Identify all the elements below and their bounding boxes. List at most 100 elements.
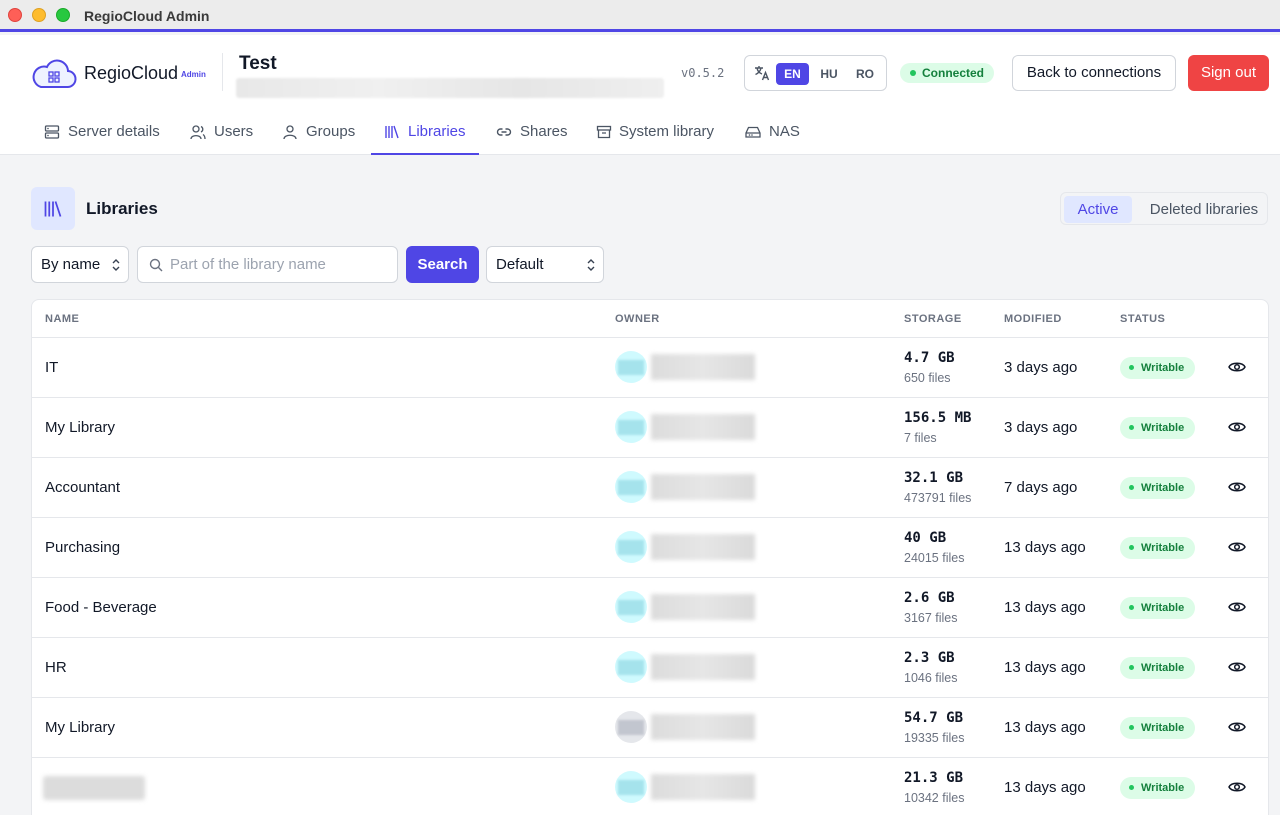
tab-label: System library — [619, 123, 715, 140]
language-ro-button[interactable]: RO — [856, 67, 874, 81]
table-row[interactable]: Purchasing 40 GB 24015 files 13 days ago… — [32, 518, 1268, 578]
storage-size: 32.1 GB — [904, 470, 964, 486]
maximize-window-button[interactable] — [56, 8, 70, 22]
tab-users[interactable]: Users — [190, 115, 260, 155]
library-icon — [44, 201, 62, 217]
owner-redacted — [651, 714, 755, 740]
status-badge: Writable — [1120, 477, 1195, 499]
tab-system-library[interactable]: System library — [596, 115, 722, 155]
libraries-table: NAME OWNER STORAGE MODIFIED STATUS IT 4.… — [31, 299, 1269, 815]
storage-size: 54.7 GB — [904, 710, 964, 726]
eye-icon[interactable] — [1228, 480, 1246, 494]
app-header: RegioCloud Admin Test v0.5.2 EN HU RO Co… — [0, 35, 1280, 155]
table-row[interactable]: IT 4.7 GB 650 files 3 days ago Writable — [32, 338, 1268, 398]
sign-out-button[interactable]: Sign out — [1188, 55, 1269, 91]
eye-icon[interactable] — [1228, 600, 1246, 614]
library-name: My Library — [45, 419, 116, 436]
owner-redacted — [651, 594, 755, 620]
table-row[interactable]: Accountant 32.1 GB 473791 files 7 days a… — [32, 458, 1268, 518]
tab-label: NAS — [769, 123, 800, 140]
library-name: My Library — [45, 719, 116, 736]
deleted-libraries-tab[interactable]: Deleted libraries — [1149, 201, 1259, 218]
library-name: Food - Beverage — [45, 599, 157, 616]
eye-icon[interactable] — [1228, 720, 1246, 734]
eye-icon[interactable] — [1228, 420, 1246, 434]
table-row[interactable]: HR 2.3 GB 1046 files 13 days ago Writabl… — [32, 638, 1268, 698]
minimize-window-button[interactable] — [32, 8, 46, 22]
status-badge: Writable — [1120, 657, 1195, 679]
tab-label: Users — [214, 123, 254, 140]
window-title: RegioCloud Admin — [84, 8, 210, 24]
modified-time: 13 days ago — [1004, 539, 1086, 556]
filter-field-select[interactable]: By name — [31, 246, 129, 283]
file-count: 1046 files — [904, 671, 958, 685]
modified-time: 3 days ago — [1004, 359, 1078, 376]
table-row[interactable]: My Library 54.7 GB 19335 files 13 days a… — [32, 698, 1268, 758]
table-row[interactable]: Food - Beverage 2.6 GB 3167 files 13 day… — [32, 578, 1268, 638]
library-name: IT — [45, 359, 59, 376]
storage-size: 21.3 GB — [904, 770, 964, 786]
close-window-button[interactable] — [8, 8, 22, 22]
drive-icon — [745, 126, 761, 138]
language-hu-button[interactable]: HU — [820, 67, 838, 81]
cloud-logo-icon — [32, 59, 77, 88]
status-badge: Writable — [1120, 417, 1195, 439]
file-count: 7 files — [904, 431, 937, 445]
avatar — [615, 591, 647, 623]
search-button[interactable]: Search — [406, 246, 479, 283]
back-to-connections-button[interactable]: Back to connections — [1012, 55, 1176, 91]
file-count: 24015 files — [904, 551, 965, 565]
tab-shares[interactable]: Shares — [496, 115, 576, 155]
active-libraries-tab[interactable]: Active — [1064, 196, 1132, 223]
column-header-owner: OWNER — [615, 313, 660, 325]
connection-status-badge: Connected — [900, 63, 995, 83]
tab-libraries[interactable]: Libraries — [371, 115, 479, 155]
search-icon — [149, 258, 163, 272]
owner-redacted — [651, 534, 755, 560]
language-switcher: EN HU RO — [744, 55, 887, 91]
storage-size: 2.3 GB — [904, 650, 955, 666]
brand-name: RegioCloud — [84, 63, 179, 83]
tab-label: Server details — [68, 123, 160, 140]
translate-icon — [755, 66, 770, 81]
eye-icon[interactable] — [1228, 540, 1246, 554]
status-badge: Writable — [1120, 777, 1195, 799]
column-header-status: STATUS — [1120, 313, 1166, 325]
select-arrows-icon — [112, 259, 120, 271]
server-icon — [44, 125, 60, 139]
file-count: 3167 files — [904, 611, 958, 625]
tab-groups[interactable]: Groups — [282, 115, 362, 155]
window-titlebar: RegioCloud Admin — [0, 0, 1280, 32]
status-badge: Writable — [1120, 717, 1195, 739]
eye-icon[interactable] — [1228, 360, 1246, 374]
library-search-input[interactable] — [170, 248, 390, 281]
sort-select[interactable]: Default — [486, 246, 604, 283]
language-en-button[interactable]: EN — [776, 63, 809, 85]
eye-icon[interactable] — [1228, 780, 1246, 794]
library-icon — [385, 125, 399, 139]
eye-icon[interactable] — [1228, 660, 1246, 674]
user-icon — [190, 125, 206, 140]
page-title: Libraries — [86, 199, 158, 218]
libraries-heading-icon-box — [31, 187, 75, 230]
tab-nas[interactable]: NAS — [745, 115, 805, 155]
tab-label: Groups — [306, 123, 356, 140]
avatar — [615, 711, 647, 743]
table-row[interactable]: 21.3 GB 10342 files 13 days ago Writable — [32, 758, 1268, 815]
connection-title: Test — [239, 53, 277, 74]
owner-redacted — [651, 414, 755, 440]
status-badge: Writable — [1120, 537, 1195, 559]
column-header-modified: MODIFIED — [1004, 313, 1062, 325]
storage-size: 156.5 MB — [904, 410, 972, 426]
tab-server-details[interactable]: Server details — [44, 115, 164, 155]
modified-time: 3 days ago — [1004, 419, 1078, 436]
table-row[interactable]: My Library 156.5 MB 7 files 3 days ago W… — [32, 398, 1268, 458]
owner-redacted — [651, 654, 755, 680]
header-divider — [222, 53, 223, 91]
avatar — [615, 411, 647, 443]
status-badge: Writable — [1120, 357, 1195, 379]
link-icon — [496, 128, 512, 136]
library-name-redacted — [43, 776, 145, 800]
select-arrows-icon — [587, 259, 595, 271]
tab-label: Shares — [520, 123, 568, 140]
